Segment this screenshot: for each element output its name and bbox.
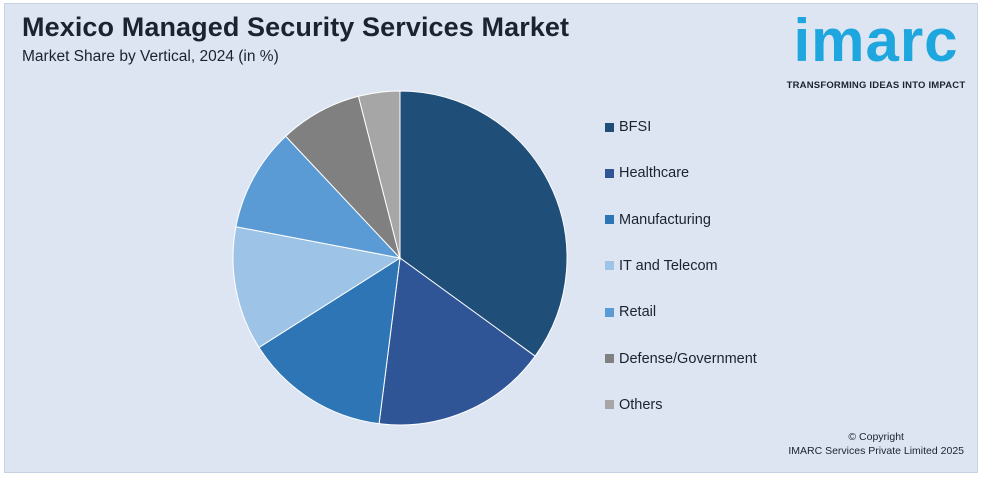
legend-item: Retail [605, 302, 805, 322]
legend-swatch [605, 168, 614, 178]
pie-slice-manufacturing [258, 257, 401, 425]
legend-swatch [605, 215, 614, 225]
pie-slice-others [357, 90, 401, 259]
pie-slice-healthcare [378, 257, 536, 426]
legend-swatch [605, 122, 614, 132]
chart-subtitle: Market Share by Vertical, 2024 (in %) [22, 48, 279, 65]
imarc-logo: imarc TRANSFORMING IDEAS INTO IMPACT [778, 8, 974, 94]
copyright-notice: © Copyright IMARC Services Private Limit… [788, 430, 964, 458]
pie-slices [232, 90, 568, 426]
legend-swatch [605, 400, 614, 410]
legend-label: Others [619, 396, 663, 413]
legend-item: Manufacturing [605, 210, 805, 230]
legend-item: Others [605, 395, 805, 415]
legend-label: Healthcare [619, 165, 690, 182]
legend-swatch [605, 354, 614, 363]
legend-item: Healthcare [605, 163, 805, 183]
legend-item: Defense/Government [605, 349, 805, 369]
legend-label: BFSI [619, 119, 652, 135]
legend-item: BFSI [605, 117, 805, 137]
logo-wordmark: imarc [793, 7, 959, 74]
legend-swatch [605, 261, 614, 271]
legend-swatch [605, 307, 614, 317]
pie-slice-bfsi [399, 90, 568, 357]
legend-label: Manufacturing [619, 211, 711, 228]
logo-tagline: TRANSFORMING IDEAS INTO IMPACT [786, 80, 966, 91]
pie-slice-retail [235, 135, 402, 259]
legend-label: Retail [619, 304, 657, 321]
legend-item: IT and Telecom [605, 256, 805, 276]
legend-label: IT and Telecom [619, 257, 718, 274]
copyright-line: © Copyright [848, 431, 904, 443]
copyright-company: IMARC Services Private Limited 2025 [788, 445, 964, 457]
chart-title: Mexico Managed Security Services Market [22, 12, 570, 42]
pie-slice-it-and-telecom [232, 226, 402, 349]
legend-label: Defense/Government [619, 350, 757, 367]
